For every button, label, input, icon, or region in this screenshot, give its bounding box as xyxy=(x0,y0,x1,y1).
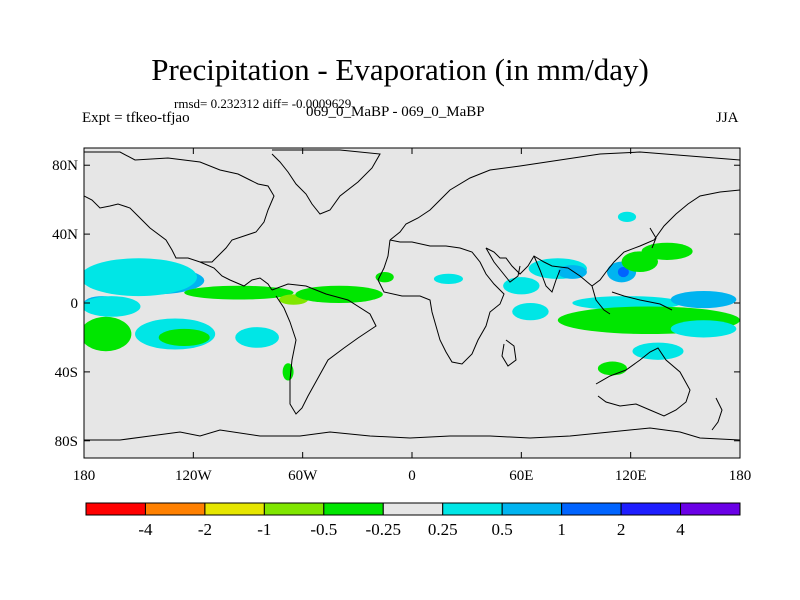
colorbar: -4 -2 -1 -0.5 -0.25 0.25 0.5 1 2 4 xyxy=(85,502,741,539)
anomaly-layer xyxy=(84,211,740,381)
anomaly-patch xyxy=(158,328,210,347)
colorbar-label: -1 xyxy=(257,520,271,539)
colorbar-swatch xyxy=(263,502,325,516)
anomaly-patch xyxy=(295,285,383,303)
colorbar-label: 4 xyxy=(676,520,685,539)
experiment-label: Expt = tfkeo-tfjao xyxy=(82,110,190,126)
y-tick-label: 40N xyxy=(52,227,78,243)
anomaly-patch xyxy=(617,266,629,278)
anomaly-patch xyxy=(184,285,294,300)
colorbar-swatch xyxy=(323,502,384,516)
anomaly-patch xyxy=(641,242,693,260)
x-tick-label: 60W xyxy=(288,468,318,484)
y-tick-label: 0 xyxy=(71,296,79,312)
y-axis: 80N 40N 0 40S 80S xyxy=(52,158,740,450)
coastlines xyxy=(84,149,740,441)
anomaly-patch xyxy=(670,320,737,338)
y-tick-label: 40S xyxy=(55,365,78,381)
x-tick-label: 180 xyxy=(73,468,96,484)
x-tick-label: 180 xyxy=(729,468,752,484)
anomaly-patch xyxy=(503,277,540,295)
colorbar-swatch xyxy=(501,502,563,516)
colorbar-label: 0.5 xyxy=(492,520,513,539)
y-tick-label: 80N xyxy=(52,158,78,174)
colorbar-swatch xyxy=(144,502,206,516)
stats-text: rmsd= 0.232312 diff= -0.0009629 xyxy=(174,96,352,111)
y-tick-label: 80S xyxy=(55,434,78,450)
x-tick-label: 60E xyxy=(509,468,533,484)
subtitle: 069_0_MaBP - 069_0_MaBP xyxy=(306,104,485,120)
x-tick-label: 120E xyxy=(615,468,647,484)
anomaly-patch xyxy=(84,296,141,317)
anomaly-patch xyxy=(670,290,737,309)
colorbar-swatch xyxy=(382,502,444,516)
anomaly-patch xyxy=(433,273,464,285)
colorbar-label: -2 xyxy=(198,520,212,539)
anomaly-patch xyxy=(512,303,549,321)
colorbar-swatch xyxy=(204,502,265,516)
anomaly-patch xyxy=(375,272,394,283)
colorbar-label: -0.5 xyxy=(310,520,337,539)
colorbar-label: -4 xyxy=(138,520,153,539)
anomaly-patch xyxy=(84,258,197,297)
anomaly-patch xyxy=(84,316,132,352)
colorbar-label: 1 xyxy=(557,520,566,539)
anomaly-patch xyxy=(632,342,684,360)
colorbar-label: 2 xyxy=(617,520,626,539)
anomaly-patch xyxy=(597,361,628,376)
colorbar-swatch xyxy=(561,502,622,516)
colorbar-swatch xyxy=(620,502,682,516)
chart-title: Precipitation - Evaporation (in mm/day) xyxy=(151,52,649,87)
colorbar-label: 0.25 xyxy=(428,520,458,539)
anomaly-patch xyxy=(617,211,637,223)
anomaly-patch xyxy=(235,327,279,348)
anomaly-patch xyxy=(572,296,682,310)
colorbar-swatch xyxy=(442,502,503,516)
colorbar-swatch xyxy=(680,502,741,516)
colorbar-swatch xyxy=(85,502,146,516)
x-tick-label: 120W xyxy=(175,468,213,484)
colorbar-label: -0.25 xyxy=(366,520,401,539)
x-tick-label: 0 xyxy=(408,468,416,484)
x-axis: 180 120W 60W 0 60E 120E 180 xyxy=(73,148,752,484)
season-label: JJA xyxy=(716,110,739,126)
